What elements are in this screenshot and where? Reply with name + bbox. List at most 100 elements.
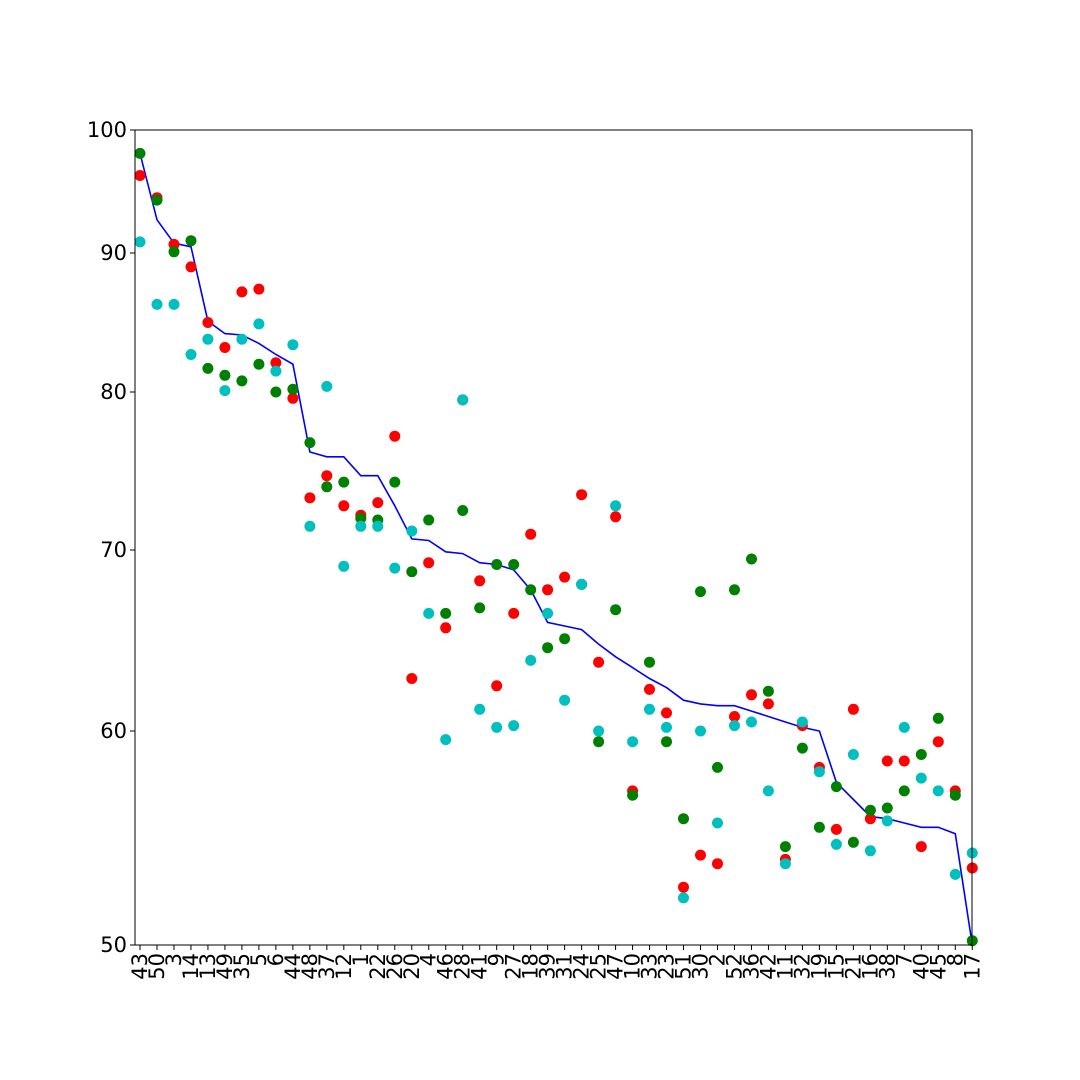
series-1-point (644, 683, 655, 695)
series-2-point (559, 633, 571, 645)
series-2-point (151, 194, 163, 206)
series-2-point (627, 789, 639, 801)
x-tick-label: 11 (773, 953, 797, 980)
series-3-point (219, 385, 231, 397)
x-tick-label: 39 (536, 953, 560, 980)
series-1-point (134, 170, 146, 181)
series-2-point (304, 437, 316, 449)
series-1-point (678, 881, 689, 893)
series-1-point (712, 858, 723, 870)
series-3-point (796, 716, 808, 728)
series-3-point (847, 749, 859, 760)
series-2-point (338, 476, 350, 488)
series-1-point (661, 707, 672, 719)
series-3-point (270, 365, 282, 377)
series-1-point (525, 528, 537, 540)
x-tick-label: 23 (655, 953, 679, 980)
x-tick-label: 12 (332, 953, 356, 980)
series-2-point (270, 386, 282, 398)
series-1-point (898, 755, 910, 767)
x-tick-label: 52 (723, 953, 747, 980)
series-2-point (219, 369, 231, 381)
series-3-point (898, 721, 910, 733)
series-2-point (762, 685, 774, 697)
series-1-point (932, 736, 944, 748)
x-tick-label: 2 (706, 953, 730, 966)
series-3-point (932, 785, 944, 797)
series-3-point (830, 838, 842, 850)
x-tick-label: 21 (841, 953, 865, 980)
series-1-point (236, 286, 248, 298)
series-1-point (881, 755, 893, 767)
series-2-point (932, 712, 944, 724)
x-tick-label: 10 (621, 953, 645, 980)
x-tick-label: 38 (875, 953, 899, 980)
series-1-point (830, 823, 842, 835)
x-tick-label: 43 (128, 953, 152, 980)
series-2-point (287, 383, 299, 395)
x-tick-label: 36 (740, 953, 764, 980)
x-tick-label: 33 (638, 953, 662, 980)
series-3-point (491, 721, 503, 733)
x-tick-label: 9 (485, 953, 509, 966)
series-3-point (695, 725, 706, 737)
series-2-point (236, 375, 248, 387)
series-2-point (185, 235, 197, 247)
series-1-point (610, 511, 622, 523)
series-1-point (695, 849, 706, 861)
series-2-point (202, 362, 214, 374)
series-1-point (304, 492, 316, 504)
series-3-point (321, 380, 333, 392)
series-3-point (949, 868, 961, 880)
series-3-point (661, 721, 672, 733)
series-1-point (847, 703, 859, 715)
series-3-point (372, 520, 384, 532)
series-3-point (712, 817, 723, 829)
series-2-point (847, 836, 859, 848)
series-1-point (915, 841, 927, 853)
series-3-point (423, 607, 435, 619)
series-2-point (440, 607, 452, 619)
series-1-point (321, 470, 333, 482)
x-tick-label: 31 (553, 953, 577, 980)
x-tick-label: 13 (196, 953, 220, 980)
series-2-point (491, 559, 503, 570)
x-tick-label: 15 (824, 953, 848, 980)
series-3-point (202, 333, 214, 345)
x-tick-label: 30 (689, 953, 713, 980)
series-2-point (779, 841, 791, 853)
series-2-point (830, 781, 842, 793)
series-3-point (457, 394, 469, 406)
series-2-point (915, 749, 927, 760)
series-1-point (338, 500, 350, 512)
series-1-point (219, 342, 231, 353)
series-3-point (508, 720, 520, 732)
x-tick-label: 28 (451, 953, 475, 980)
series-3-point (813, 766, 825, 778)
series-3-point (762, 785, 774, 797)
y-tick-label: 80 (100, 380, 127, 404)
series-3-point (338, 560, 350, 572)
series-3-point (253, 318, 265, 330)
x-tick-label: 51 (672, 953, 696, 980)
series-1-point (253, 283, 265, 295)
x-tick-label: 16 (858, 953, 882, 980)
series-3-point (440, 734, 452, 746)
series-1-point (185, 261, 197, 273)
x-tick-label: 5 (247, 953, 271, 966)
series-3-point (542, 607, 554, 619)
series-1-point (491, 680, 503, 692)
series-1-point (576, 489, 588, 501)
series-3-point (151, 298, 163, 310)
series-3-point (881, 815, 893, 827)
x-tick-label: 41 (468, 953, 492, 980)
series-2-point (389, 476, 401, 488)
series-3-point (236, 333, 248, 345)
series-1-point (440, 622, 452, 634)
x-tick-label: 1 (349, 953, 373, 966)
series-2-point (406, 566, 418, 578)
series-2-point (881, 802, 893, 814)
series-3-point (185, 349, 197, 360)
series-1-point (423, 557, 435, 569)
series-2-point (134, 147, 146, 159)
